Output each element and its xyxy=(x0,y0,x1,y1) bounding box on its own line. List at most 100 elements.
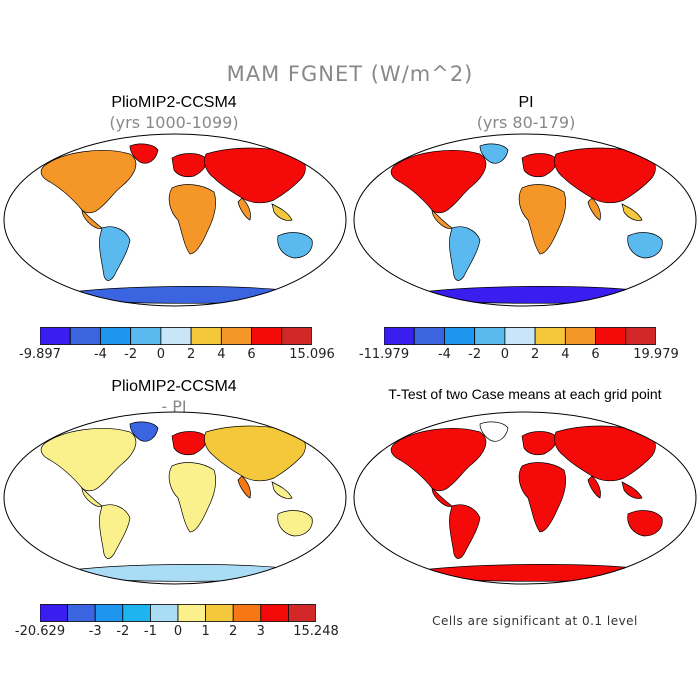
colorbar-tick-label: 3 xyxy=(256,624,265,639)
continent-antarctica xyxy=(420,286,638,304)
colorbar-swatch xyxy=(413,327,445,345)
colorbar-swatch xyxy=(40,327,71,345)
panel1-subtitle: (yrs 1000-1099) xyxy=(109,113,239,132)
continent-europe xyxy=(171,153,207,178)
continent-africa xyxy=(518,184,566,255)
continent-central-america xyxy=(431,487,453,507)
colorbar-tick-label: 19.979 xyxy=(633,347,679,362)
continent-se-asia xyxy=(621,203,643,221)
colorbar-swatch xyxy=(444,327,476,345)
colorbar-swatch xyxy=(474,327,506,345)
continent-india xyxy=(587,197,601,221)
colorbar-swatch xyxy=(130,327,162,345)
continent-greenland xyxy=(479,143,509,164)
continent-north-america xyxy=(40,428,137,492)
map-border xyxy=(3,411,347,585)
colorbar-swatch xyxy=(220,327,252,345)
continent-antarctica xyxy=(70,564,288,582)
colorbar-tick-label: 4 xyxy=(561,347,570,362)
colorbar-swatch xyxy=(94,604,124,622)
colorbar-swatch xyxy=(625,327,656,345)
continent-se-asia xyxy=(621,481,643,499)
map-panel-case2 xyxy=(353,133,697,307)
continent-india xyxy=(237,475,251,499)
continent-south-america xyxy=(99,226,131,281)
map-border xyxy=(3,133,347,307)
colorbar-swatch xyxy=(100,327,132,345)
panel4-title: T-Test of two Case means at each grid po… xyxy=(388,386,662,402)
continent-antarctica xyxy=(420,564,638,582)
colorbar-tick-label: -9.897 xyxy=(19,347,61,362)
colorbar-swatch xyxy=(251,327,283,345)
continent-europe xyxy=(171,431,207,456)
colorbar-tick-label: 2 xyxy=(186,347,196,362)
colorbar-tick-label: -3 xyxy=(88,624,102,639)
colorbar-difference xyxy=(40,604,316,622)
colorbar-swatch xyxy=(122,604,151,622)
figure-title: MAM FGNET (W/m^2) xyxy=(226,62,474,86)
continent-north-america xyxy=(390,150,487,214)
colorbar-tick-label: 15.248 xyxy=(293,624,339,639)
continent-australia xyxy=(277,510,313,537)
colorbar-swatch xyxy=(260,604,289,622)
colorbar-case2 xyxy=(384,327,656,345)
continent-south-america xyxy=(99,504,131,559)
map-border xyxy=(353,133,697,307)
panel1-title: PlioMIP2-CCSM4 xyxy=(111,94,237,111)
colorbar-swatch xyxy=(595,327,627,345)
panel3-title: PlioMIP2-CCSM4 xyxy=(111,378,237,395)
continent-greenland xyxy=(129,421,159,442)
colorbar-swatch xyxy=(150,604,179,622)
colorbar-swatch xyxy=(504,327,536,345)
map-panel-ttest xyxy=(353,411,697,585)
colorbar-tick-label: 4 xyxy=(217,347,226,362)
colorbar-swatch xyxy=(40,604,69,622)
panel3-subtitle: - PI xyxy=(161,397,187,416)
continent-se-asia xyxy=(271,481,293,499)
continent-south-america xyxy=(449,504,481,559)
colorbar-tick-label: -2 xyxy=(468,347,482,362)
continent-antarctica xyxy=(70,286,288,304)
colorbar-case1 xyxy=(40,327,312,345)
colorbar-tick-label: 2 xyxy=(229,624,238,639)
colorbar-tick-label: 2 xyxy=(530,347,540,362)
colorbar-swatch xyxy=(205,604,234,622)
panel2-subtitle: (yrs 80-179) xyxy=(476,113,576,132)
colorbar-tick-label: -2 xyxy=(124,347,138,362)
colorbar-tick-label: -20.629 xyxy=(14,624,66,639)
continent-central-america xyxy=(81,209,103,229)
continent-australia xyxy=(627,232,663,259)
colorbar-swatch xyxy=(384,327,415,345)
colorbar-swatch xyxy=(232,604,262,622)
significance-note: Cells are significant at 0.1 level xyxy=(432,614,638,628)
continent-europe xyxy=(521,153,557,178)
map-panel-case1 xyxy=(3,133,347,307)
continent-africa xyxy=(168,462,216,533)
colorbar-swatch xyxy=(160,327,192,345)
colorbar-swatch xyxy=(177,604,207,622)
colorbar-tick-label: -4 xyxy=(93,347,107,362)
colorbar-tick-label: 0 xyxy=(156,347,166,362)
colorbar-swatch xyxy=(534,327,566,345)
colorbar-tick-label: 0 xyxy=(173,624,183,639)
colorbar-swatch xyxy=(564,327,596,345)
colorbar-tick-label: 1 xyxy=(201,624,210,639)
continent-north-america xyxy=(390,428,487,492)
continent-south-america xyxy=(449,226,481,281)
continent-india xyxy=(587,475,601,499)
continent-europe xyxy=(521,431,557,456)
colorbar-swatch xyxy=(281,327,312,345)
colorbar-swatch xyxy=(67,604,96,622)
continent-africa xyxy=(168,184,216,255)
colorbar-tick-label: -11.979 xyxy=(358,347,410,362)
colorbar-tick-label: -4 xyxy=(437,347,451,362)
colorbar-swatch xyxy=(190,327,222,345)
continent-australia xyxy=(277,232,313,259)
colorbar-tick-label: 0 xyxy=(500,347,510,362)
continent-central-america xyxy=(431,209,453,229)
map-panel-difference xyxy=(3,411,347,585)
map-border xyxy=(353,411,697,585)
colorbar-tick-label: 6 xyxy=(591,347,600,362)
colorbar-tick-label: 6 xyxy=(247,347,256,362)
colorbar-tick-label: -2 xyxy=(116,624,130,639)
